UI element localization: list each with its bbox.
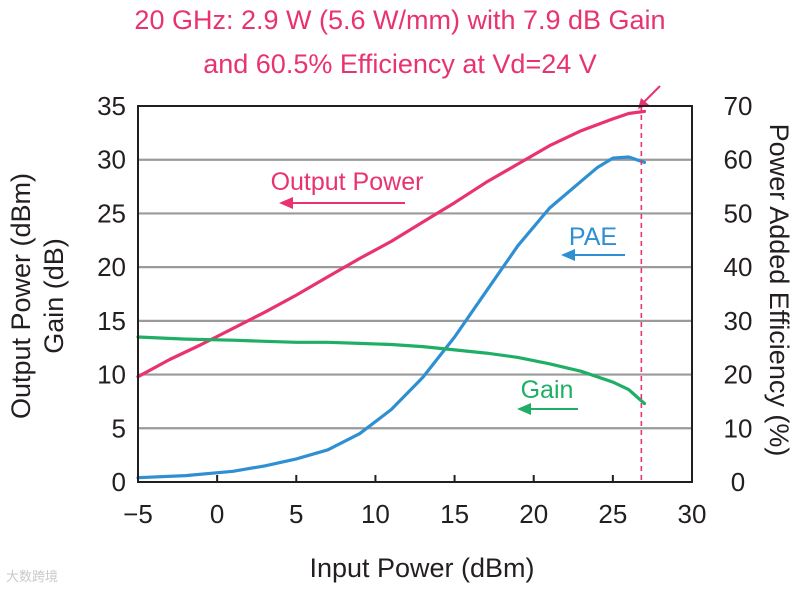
gain-line	[136, 335, 647, 406]
x-tick-label: 15	[440, 499, 469, 529]
pae-arrow-head	[561, 249, 575, 261]
gain-annotation: Gain	[517, 376, 578, 415]
y-right-tick-label: 30	[724, 306, 753, 336]
pae-label: PAE	[569, 223, 617, 251]
y-left-tick-label: 10	[97, 360, 126, 390]
y-right-axis-ticks: 0 10 20 30 40 50 60 70	[724, 91, 753, 497]
x-tick-label: 0	[210, 499, 224, 529]
y-left-axis-label-line-1: Output Power (dBm)	[6, 173, 36, 419]
y-right-tick-label: 50	[724, 198, 753, 228]
x-axis-label: Input Power (dBm)	[309, 553, 534, 583]
x-axis-ticks: −5 0 5 10 15 20 25 30	[123, 475, 706, 529]
x-tick-label: −5	[123, 499, 153, 529]
output-power-arrow-head	[279, 197, 293, 209]
y-right-tick-label: 40	[724, 252, 753, 282]
y-left-tick-label: 0	[112, 467, 126, 497]
y-left-axis-label-line-2: Gain (dB)	[39, 238, 69, 354]
x-tick-label: 5	[289, 499, 303, 529]
chart-title-line-2: and 60.5% Efficiency at Vd=24 V	[203, 49, 597, 79]
y-left-axis-ticks: 0 5 10 15 20 25 30 35	[97, 91, 126, 497]
x-tick-label: 25	[598, 499, 627, 529]
y-right-axis-label: Power Added Efficiency (%)	[764, 124, 794, 457]
y-right-tick-label: 20	[724, 360, 753, 390]
grid-lines	[138, 158, 692, 430]
y-left-axis-label: Output Power (dBm) Gain (dB)	[6, 173, 69, 419]
watermark: 大数跨境	[6, 570, 59, 585]
plot-frame	[137, 105, 693, 483]
chart-title: 20 GHz: 2.9 W (5.6 W/mm) with 7.9 dB Gai…	[134, 5, 665, 79]
pae-annotation: PAE	[561, 223, 625, 261]
y-left-tick-label: 15	[97, 306, 126, 336]
x-tick-label: 30	[678, 499, 707, 529]
x-tick-label: 10	[361, 499, 390, 529]
chart-title-line-1: 20 GHz: 2.9 W (5.6 W/mm) with 7.9 dB Gai…	[134, 5, 665, 35]
pae-line	[136, 155, 647, 480]
y-left-tick-label: 35	[97, 91, 126, 121]
y-right-tick-label: 60	[724, 145, 753, 175]
y-left-tick-label: 20	[97, 252, 126, 282]
gain-arrow-head	[517, 403, 531, 415]
x-tick-label: 20	[519, 499, 548, 529]
y-right-axis-label-text: Power Added Efficiency (%)	[764, 124, 794, 457]
output-power-line	[136, 109, 647, 379]
y-left-tick-label: 30	[97, 145, 126, 175]
series-lines	[136, 109, 647, 480]
y-right-tick-label: 0	[731, 467, 745, 497]
gain-label: Gain	[521, 376, 574, 404]
y-right-tick-label: 10	[724, 413, 753, 443]
y-right-tick-label: 70	[724, 91, 753, 121]
y-left-tick-label: 25	[97, 198, 126, 228]
y-left-tick-label: 5	[112, 413, 126, 443]
output-power-label: Output Power	[271, 168, 424, 196]
output-power-annotation: Output Power	[271, 168, 424, 209]
